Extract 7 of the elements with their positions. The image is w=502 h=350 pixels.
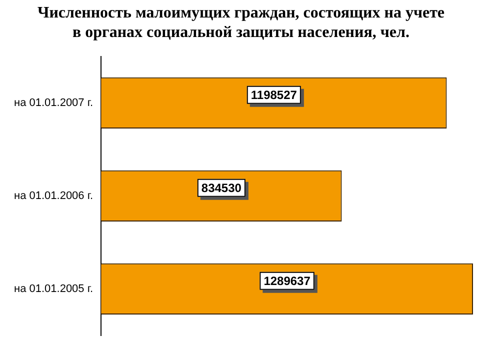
data-label: 834530 [201, 181, 242, 196]
y-tick-label: на 01.01.2005 г. [14, 282, 94, 295]
y-tick-label: на 01.01.2007 г. [14, 96, 94, 109]
data-label: 1198527 [250, 88, 298, 102]
y-tick-label: на 01.01.2006 г. [14, 190, 94, 202]
data-label: 1289637 [264, 274, 311, 288]
chart-title: Численность малоимущих граждан, состоящих на учете в органах социальной защиты населения, чел. [37, 4, 445, 41]
